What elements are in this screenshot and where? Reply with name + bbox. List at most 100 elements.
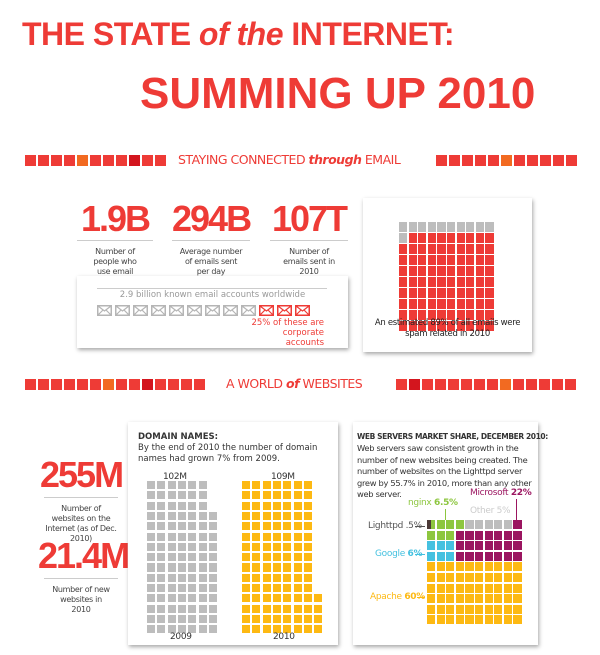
waffle-square <box>303 511 312 521</box>
envelope-icon <box>223 301 238 320</box>
waffle-square <box>177 491 187 500</box>
label-other: Other 5% <box>470 506 511 516</box>
waffle-square <box>272 604 282 613</box>
waffle-square <box>283 604 292 613</box>
waffle-square <box>167 491 176 500</box>
divider-square <box>488 155 499 166</box>
waffle-square <box>494 604 503 614</box>
waffle-square <box>408 299 417 309</box>
waffle-square <box>465 520 474 529</box>
divider-square <box>513 379 524 390</box>
waffle-square <box>475 310 484 320</box>
waffle-square <box>427 573 436 582</box>
waffle-square <box>198 491 207 500</box>
waffle-square <box>446 594 455 604</box>
waffle-square <box>455 541 464 551</box>
domain-card: DOMAIN NAMES: By the end of 2010 the num… <box>128 422 338 645</box>
waffle-square <box>252 614 261 624</box>
waffle-square <box>418 277 427 287</box>
waffle-square <box>147 522 156 531</box>
waffle-square <box>503 604 512 614</box>
waffle-square <box>427 299 436 309</box>
waffle-square <box>446 530 455 540</box>
t: STAYING CONNECTED <box>178 152 309 167</box>
waffle-square <box>455 520 464 529</box>
waffle-square <box>293 553 302 562</box>
t: nginx <box>408 498 432 508</box>
waffle-square <box>252 604 261 613</box>
waffle-square <box>147 573 156 582</box>
waffle-square <box>427 520 431 529</box>
waffle-square <box>157 563 166 572</box>
t: 6% <box>407 549 423 559</box>
stat-emails-per-day: 294B Average number of emails sent per d… <box>172 200 252 277</box>
waffle-square <box>177 625 187 634</box>
waffle-square <box>293 491 302 500</box>
waffle-square <box>494 520 503 529</box>
waffle-square <box>475 551 484 561</box>
waffle-square <box>427 266 436 276</box>
waffle-square <box>455 562 464 572</box>
waffle-square <box>446 551 455 561</box>
envelope-icon <box>277 301 292 320</box>
envelope-icon <box>97 301 112 320</box>
waffle-square <box>283 594 292 603</box>
waffle-square <box>494 551 503 561</box>
waffle-square <box>293 584 302 593</box>
waffle-square <box>147 594 156 603</box>
waffle-square <box>303 553 312 562</box>
waffle-square <box>466 321 475 331</box>
corporate-note: 25% of these are corporate accounts <box>251 318 324 348</box>
divider <box>270 240 348 241</box>
waffle-square <box>503 551 512 561</box>
waffle-square <box>188 594 197 603</box>
divider-square <box>462 155 473 166</box>
waffle-square <box>283 522 292 531</box>
waffle-square <box>484 615 493 625</box>
title-text: INTERNET: <box>283 16 455 52</box>
waffle-square <box>427 288 436 298</box>
waffle-square <box>485 233 494 243</box>
waffle-square <box>208 522 217 531</box>
waffle-square <box>272 542 282 551</box>
waffle-square <box>167 522 176 531</box>
waffle-square <box>513 615 522 625</box>
waffle-square <box>431 520 436 529</box>
waffle-square <box>465 541 474 551</box>
waffle-square <box>303 542 312 551</box>
divider-square <box>51 155 62 166</box>
waffle-square <box>427 233 436 243</box>
waffle-square <box>475 233 484 243</box>
waffle-square <box>418 299 427 309</box>
waffle-square <box>475 266 484 276</box>
waffle-square <box>272 563 282 572</box>
envelope-icon <box>133 301 148 320</box>
waffle-square <box>198 604 207 613</box>
stat-websites: 255M Number of websites on the Internet … <box>40 454 124 544</box>
waffle-square <box>436 530 445 540</box>
divider-square <box>448 379 459 390</box>
stat-value: 255M <box>40 454 124 495</box>
waffle-square <box>208 625 217 634</box>
waffle-square <box>242 563 251 572</box>
waffle-square <box>475 615 484 625</box>
label-nginx: nginx 6.5% <box>408 498 458 508</box>
waffle-square <box>262 491 271 500</box>
waffle-square <box>475 520 484 529</box>
waffle-square <box>188 491 197 500</box>
waffle-square <box>503 583 512 593</box>
waffle-square <box>427 604 436 614</box>
waffle-square <box>303 594 312 603</box>
waffle-square <box>262 594 271 603</box>
waffle-square <box>177 481 187 490</box>
stat-caption: Average number of emails sent per day <box>179 247 243 276</box>
waffle-square <box>465 615 474 625</box>
waffle-square <box>447 299 456 309</box>
waffle-square <box>465 583 474 593</box>
waffle-square <box>408 255 417 265</box>
waffle-square <box>484 573 493 582</box>
waffle-square <box>272 625 282 634</box>
waffle-square <box>167 481 176 490</box>
waffle-square <box>494 573 503 582</box>
waffle-square <box>513 573 522 582</box>
